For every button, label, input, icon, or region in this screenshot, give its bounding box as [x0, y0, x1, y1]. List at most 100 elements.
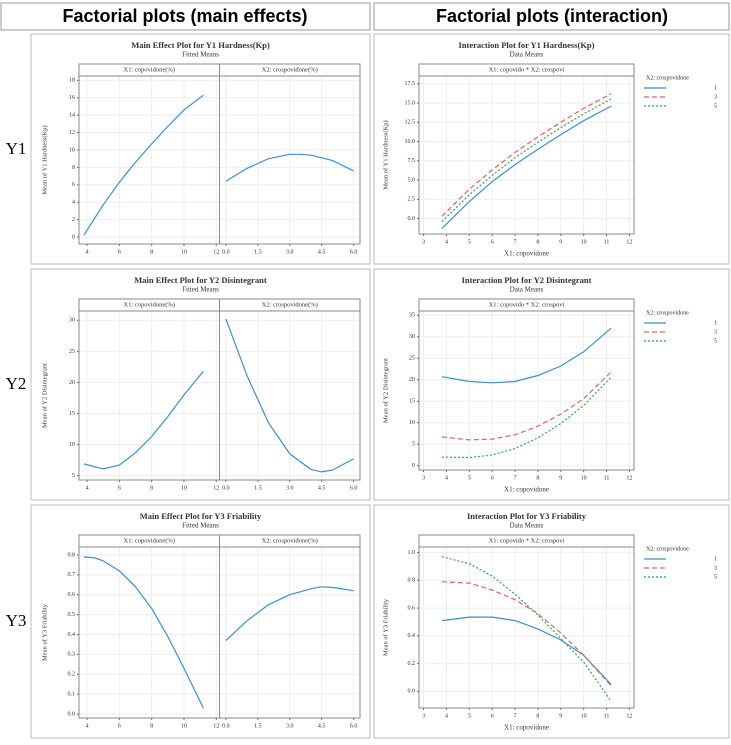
series-line [441, 371, 612, 441]
x-axis-label: X1: copovidone [504, 486, 549, 494]
x-tick-label: 7 [514, 239, 517, 245]
x-tick-label: 4.5 [318, 485, 326, 491]
y-tick-label: 0.6 [408, 605, 416, 611]
chart-subtitle: Fitted Means [182, 522, 219, 530]
y-tick-label: 2.5 [408, 197, 416, 203]
legend-title: X2: crospovidone [646, 310, 689, 316]
y-tick-label: 10 [69, 147, 75, 153]
strip-label: X1: copovido * X2: crospovi [489, 66, 565, 73]
legend-label: 3 [714, 565, 717, 571]
panel-frame [219, 75, 361, 245]
x-tick-label: 10 [181, 249, 187, 255]
series-line [441, 616, 612, 685]
y-tick-label: 10 [69, 442, 75, 448]
strip-label: X1: copovido * X2: crospovi [489, 301, 565, 308]
effect-line [225, 318, 354, 473]
x-tick-label: 10 [581, 713, 587, 719]
x-tick-label: 4 [86, 249, 89, 255]
y-tick-label: 5.0 [408, 177, 416, 183]
x-tick-label: 6 [118, 485, 121, 491]
strip-label: X2: crospovidone(%) [262, 537, 318, 544]
y-tick-label: 6 [72, 182, 75, 188]
chart-subtitle: Fitted Means [182, 286, 219, 294]
y-tick-label: 20 [69, 380, 75, 386]
effect-line [83, 556, 204, 709]
y-tick-label: 12.5 [405, 120, 416, 126]
header-left: Factorial plots (main effects) [62, 6, 307, 26]
x-tick-label: 3 [422, 475, 425, 481]
x-tick-label: 4 [86, 485, 89, 491]
y-tick-label: 10.0 [405, 139, 416, 145]
y-tick-label: 25 [69, 349, 75, 355]
x-tick-label: 8 [536, 475, 539, 481]
header-cell [373, 2, 730, 31]
strip-label: X1: copovidone(%) [124, 301, 175, 308]
y-tick-label: 35 [409, 313, 415, 319]
legend-label: 3 [714, 329, 717, 335]
x-tick-label: 12 [213, 723, 219, 729]
y-tick-label: 10 [409, 420, 415, 426]
chart-title: Main Effect Plot for Y2 Disintegrant [134, 275, 267, 285]
x-tick-label: 10 [581, 475, 587, 481]
y-tick-label: 5 [72, 473, 75, 479]
series-line [441, 93, 612, 217]
chart-subtitle: Data Means [510, 286, 544, 294]
x-tick-label: 12 [213, 485, 219, 491]
x-tick-label: 3 [422, 713, 425, 719]
x-tick-label: 6 [491, 713, 494, 719]
y-tick-label: 7.5 [408, 158, 416, 164]
legend-label: 1 [714, 85, 717, 91]
row-label: Y1 [6, 139, 27, 158]
x-tick-label: 5 [468, 239, 471, 245]
x-tick-label: 4 [445, 239, 448, 245]
strip-label: X2: crospovidone(%) [262, 66, 318, 73]
plot-frame [418, 310, 635, 471]
y-tick-label: 30 [409, 334, 415, 340]
legend-label: 3 [714, 94, 717, 100]
x-tick-label: 4 [445, 475, 448, 481]
x-tick-label: 9 [559, 475, 562, 481]
y-tick-label: 1.0 [408, 550, 416, 556]
y-tick-label: 0.6 [68, 592, 76, 598]
y-tick-label: 0.4 [68, 632, 76, 638]
x-tick-label: 12 [626, 239, 632, 245]
strip-label: X1: copovido * X2: crospovi [489, 537, 565, 544]
chart-title: Interaction Plot for Y2 Disintegrant [462, 275, 592, 285]
y-axis-label: Mean of Y2 Disintegrant [382, 358, 389, 423]
x-tick-label: 5 [468, 475, 471, 481]
x-tick-label: 1.5 [254, 723, 262, 729]
chart-title: Main Effect Plot for Y1 Hardness(Kp) [131, 40, 270, 50]
x-axis-label: X1: copovidone [504, 250, 549, 258]
x-tick-label: 7 [514, 475, 517, 481]
chart-title: Interaction Plot for Y3 Friability [467, 511, 587, 521]
y-tick-label: 0.0 [408, 689, 416, 695]
x-tick-label: 7 [514, 713, 517, 719]
x-tick-label: 1.5 [254, 249, 262, 255]
x-tick-label: 6.0 [350, 723, 358, 729]
chart-subtitle: Data Means [510, 51, 544, 59]
x-tick-label: 10 [581, 239, 587, 245]
x-tick-label: 8 [150, 249, 153, 255]
effect-line [83, 370, 204, 470]
y-tick-label: 0.5 [68, 612, 76, 618]
x-axis-label: X1: copovidone [504, 724, 549, 732]
effect-line [225, 153, 354, 182]
y-tick-label: 2 [72, 217, 75, 223]
x-tick-label: 0.0 [222, 249, 230, 255]
y-tick-label: 12 [69, 130, 75, 136]
x-tick-label: 4 [445, 713, 448, 719]
x-tick-label: 6.0 [350, 249, 358, 255]
strip-label: X1: copovidone(%) [124, 66, 175, 73]
y-tick-label: 0.0 [68, 711, 76, 717]
legend-label: 1 [714, 556, 717, 562]
x-tick-label: 1.5 [254, 485, 262, 491]
y-tick-label: 20 [409, 377, 415, 383]
x-tick-label: 11 [604, 713, 610, 719]
x-tick-label: 8 [150, 485, 153, 491]
y-tick-label: 0 [72, 234, 75, 240]
x-tick-label: 3.0 [286, 485, 294, 491]
y-tick-label: 8 [72, 165, 75, 171]
x-tick-label: 4.5 [318, 249, 326, 255]
y-tick-label: 5 [412, 442, 415, 448]
